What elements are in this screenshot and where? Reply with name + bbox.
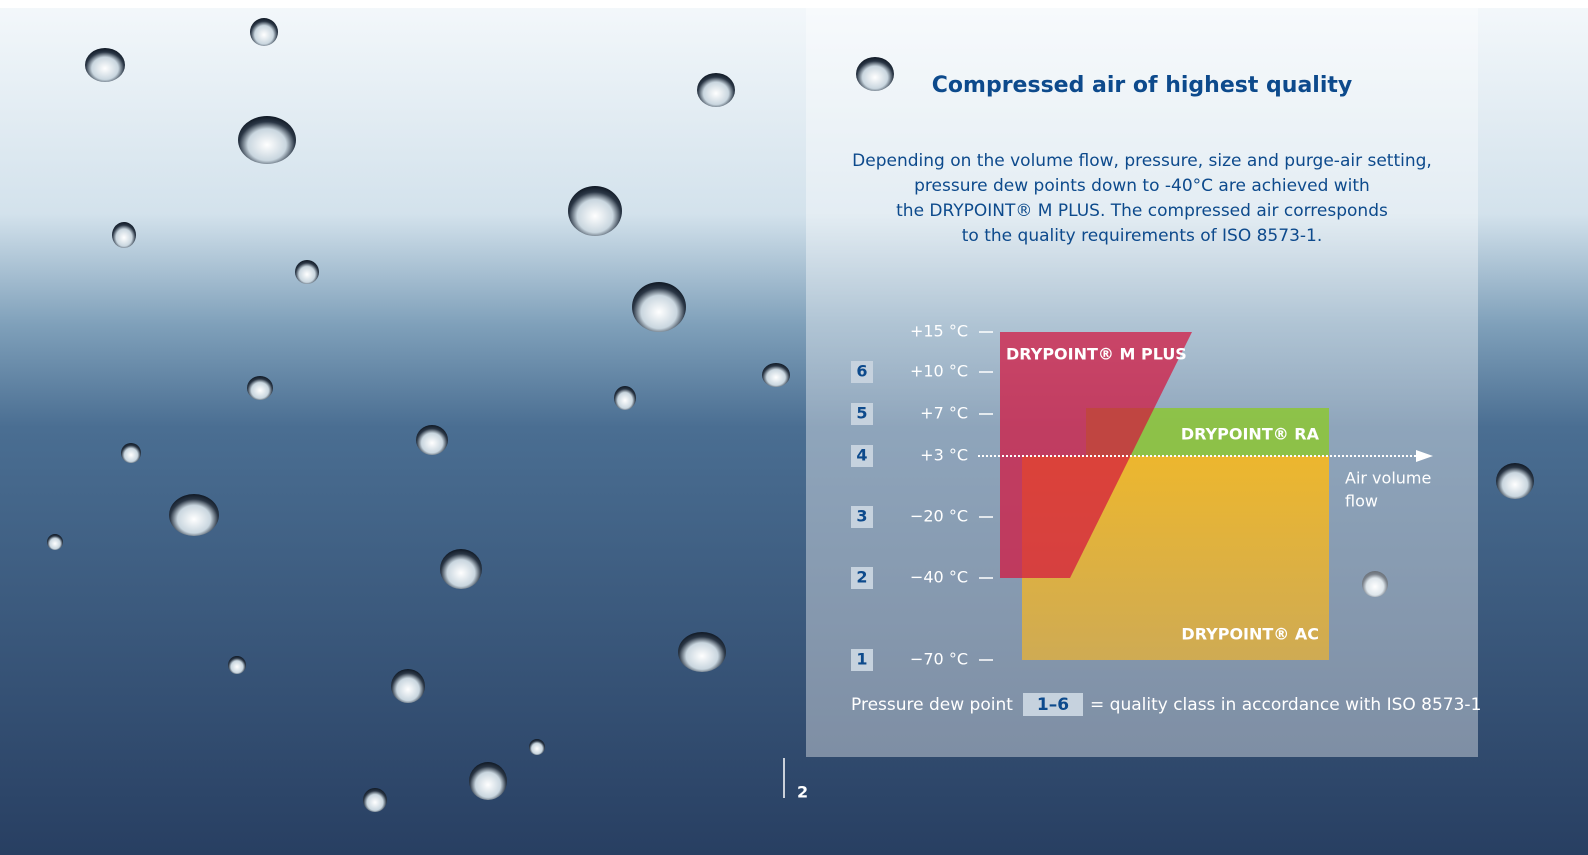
class-box (851, 403, 873, 425)
intro-line: to the quality requirements of ISO 8573-… (962, 226, 1323, 246)
product-label: DRYPOINT® AC (1181, 625, 1319, 644)
class-label: 4 (856, 446, 867, 465)
scale-label: −70 °C (910, 650, 968, 669)
axis-label: Air volume (1345, 469, 1431, 488)
droplets (47, 18, 1534, 812)
product-label: DRYPOINT® RA (1181, 425, 1320, 444)
intro: Depending on the volume flow, pressure, … (852, 151, 1432, 246)
legend-text: Pressure dew point (851, 695, 1013, 715)
class-box (851, 506, 873, 528)
class-label: 1 (856, 650, 867, 669)
droplet (856, 57, 894, 91)
axis-label: flow (1345, 492, 1378, 511)
scale-label: +10 °C (910, 362, 968, 381)
class-label: 5 (856, 404, 867, 423)
page-number: 2 (797, 783, 808, 802)
scale: +15 °C +10 °C 6 +7 °C 5 +3 °C 4 −20 °C 3 −40 °C 2 −… (851, 322, 993, 671)
product-label: DRYPOINT® M PLUS (1006, 345, 1187, 364)
scale-label: +7 °C (920, 404, 968, 423)
axis-arrow (1416, 450, 1433, 462)
intro-line: pressure dew points down to -40°C are ac… (914, 176, 1370, 196)
scale-label: −20 °C (910, 507, 968, 526)
scale-label: +3 °C (920, 446, 968, 465)
scale-label: +15 °C (910, 322, 968, 341)
legend-note: = quality class in accordance with ISO 8… (1090, 695, 1481, 715)
scale-label: −40 °C (910, 568, 968, 587)
class-box (851, 649, 873, 671)
title: Compressed air of highest quality (932, 73, 1352, 98)
class-box (851, 361, 873, 383)
legend-range: 1–6 (1037, 695, 1069, 715)
class-box (851, 567, 873, 589)
intro-line: Depending on the volume flow, pressure, … (852, 151, 1432, 171)
legend-box (1023, 693, 1083, 716)
class-label: 6 (856, 362, 867, 381)
class-box (851, 445, 873, 467)
class-label: 3 (856, 507, 867, 526)
intro-line: the DRYPOINT® M PLUS. The compressed air… (896, 201, 1388, 221)
class-label: 2 (856, 568, 867, 587)
top-strip (0, 0, 1588, 8)
